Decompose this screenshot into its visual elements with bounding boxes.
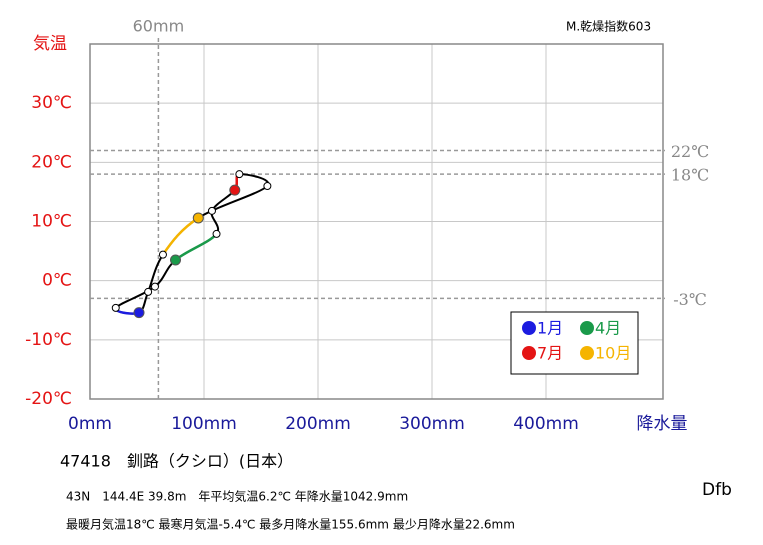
y-tick-label: -20℃ — [25, 389, 72, 409]
legend-marker — [522, 346, 536, 360]
month-point — [150, 282, 159, 291]
month-point — [111, 303, 120, 312]
y-axis-title: 気温 — [33, 34, 67, 54]
reference-label: 18℃ — [671, 166, 709, 185]
legend-label: 1月 — [537, 319, 563, 338]
info-line: 最暖月気温18℃ 最寒月気温-5.4℃ 最多月降水量155.6mm 最少月降水量… — [66, 517, 515, 532]
y-tick-label: 10℃ — [31, 212, 72, 232]
x-tick-label: 200mm — [285, 414, 351, 434]
x-tick-label: 400mm — [513, 414, 579, 434]
legend-marker — [580, 321, 594, 335]
month-point — [144, 287, 153, 296]
plot-frame — [89, 43, 664, 400]
reference-label: 60mm — [133, 17, 185, 36]
month-point — [263, 182, 272, 190]
info-line: 43N 144.4E 39.8m 年平均気温6.2℃ 年降水量1042.9mm — [66, 489, 408, 504]
highlight-point — [229, 184, 241, 196]
legend-label: 10月 — [595, 344, 631, 363]
highlight-point — [192, 212, 204, 224]
y-tick-label: -10℃ — [25, 330, 72, 350]
month-point — [235, 170, 244, 179]
highlight-point — [133, 307, 145, 319]
month-point — [212, 229, 221, 238]
legend-box — [510, 311, 639, 375]
y-tick-label: 20℃ — [31, 152, 72, 172]
x-tick-label: 300mm — [399, 414, 465, 434]
legend-marker — [580, 346, 594, 360]
x-tick-label: 0mm — [68, 414, 112, 434]
month-point — [158, 250, 167, 259]
x-tick-label: 100mm — [171, 414, 237, 434]
reference-label: -3℃ — [673, 290, 706, 309]
y-tick-label: 30℃ — [31, 93, 72, 113]
highlight-point — [170, 254, 181, 266]
aridity-note: M.乾燥指数603 — [566, 19, 651, 34]
month-point — [207, 206, 216, 215]
legend-label: 7月 — [537, 344, 563, 363]
climate-class: Dfb — [702, 480, 732, 500]
y-tick-label: 0℃ — [42, 271, 72, 291]
x-axis-title: 降水量 — [637, 414, 688, 434]
station-name: 47418 釧路（クシロ）(日本） — [60, 452, 293, 471]
legend-marker — [522, 321, 536, 335]
reference-label: 22℃ — [671, 142, 709, 161]
legend-label: 4月 — [595, 319, 621, 338]
